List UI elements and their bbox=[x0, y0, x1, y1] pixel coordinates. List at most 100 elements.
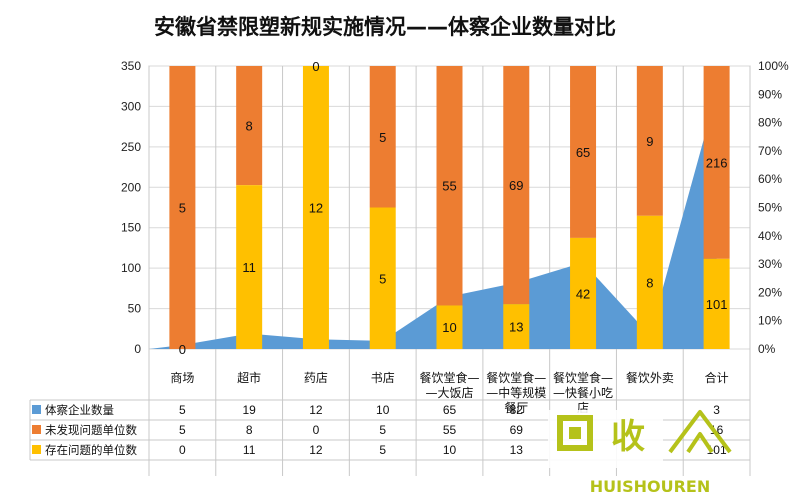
table-cell: 19 bbox=[242, 403, 256, 417]
table-cell: 5 bbox=[379, 423, 386, 437]
legend-label: 未发现问题单位数 bbox=[45, 423, 137, 437]
category-label: 商场 bbox=[170, 370, 194, 385]
table-cell: 69 bbox=[510, 423, 524, 437]
category-label: 餐饮堂食— —中等规模餐厅 bbox=[486, 370, 546, 415]
table-cell: 3 bbox=[713, 403, 720, 417]
y-right-tick-label: 50% bbox=[758, 201, 782, 215]
bar-series bbox=[169, 66, 730, 349]
y-right-tick-label: 100% bbox=[758, 59, 789, 73]
y-left-tick-label: 0 bbox=[134, 342, 141, 356]
watermark-logo: 收 HUISHOUREN bbox=[548, 410, 732, 496]
bar-no-issue bbox=[570, 66, 597, 238]
y-right-tick-label: 60% bbox=[758, 172, 782, 186]
category-label: 餐饮堂食— —快餐小吃店 bbox=[553, 370, 613, 415]
data-label-no-issue: 55 bbox=[442, 179, 456, 194]
area-series bbox=[149, 92, 717, 349]
bar-no-issue bbox=[636, 66, 663, 216]
data-label-no-issue: 8 bbox=[246, 119, 253, 134]
watermark-recycle-arrow bbox=[668, 410, 732, 454]
legend-label: 体察企业数量 bbox=[45, 403, 114, 417]
bar-no-issue bbox=[369, 66, 396, 208]
data-label-with-issue: 42 bbox=[576, 286, 590, 301]
area-series-shape bbox=[149, 92, 717, 349]
data-label-no-issue: 5 bbox=[179, 201, 186, 216]
data-label-with-issue: 5 bbox=[379, 271, 386, 286]
data-label-with-issue: 10 bbox=[442, 320, 456, 335]
data-label-no-issue: 65 bbox=[576, 145, 590, 160]
table-cell: 5 bbox=[379, 443, 386, 457]
bar-no-issue bbox=[703, 66, 730, 259]
table-cell: 55 bbox=[443, 423, 457, 437]
data-label-with-issue: 12 bbox=[309, 201, 323, 216]
bar-with-issue bbox=[703, 258, 730, 349]
table-cell: 5 bbox=[179, 403, 186, 417]
watermark-glyph-hui-inner bbox=[569, 427, 581, 439]
bar-no-issue bbox=[503, 66, 530, 305]
bar-with-issue bbox=[503, 304, 530, 349]
y-left-tick-label: 300 bbox=[121, 99, 141, 113]
y-left-tick-label: 200 bbox=[121, 180, 141, 194]
y-right-tick-label: 30% bbox=[758, 257, 782, 271]
bar-with-issue bbox=[302, 66, 329, 349]
y-left-tick-label: 250 bbox=[121, 140, 141, 154]
y-left-tick-label: 100 bbox=[121, 261, 141, 275]
bar-no-issue bbox=[236, 66, 263, 186]
y-right-tick-label: 70% bbox=[758, 144, 782, 158]
table-cell: 10 bbox=[443, 443, 457, 457]
bar-no-issue bbox=[169, 66, 196, 349]
data-label-no-issue: 0 bbox=[312, 59, 319, 74]
data-label-no-issue: 69 bbox=[509, 178, 523, 193]
bar-with-issue bbox=[369, 207, 396, 349]
table-cell: 11 bbox=[243, 443, 256, 457]
legend-swatch bbox=[32, 405, 41, 414]
bar-no-issue bbox=[436, 66, 463, 306]
legend-swatch bbox=[32, 425, 41, 434]
table-cell: 12 bbox=[309, 403, 323, 417]
y-left-tick-label: 150 bbox=[121, 221, 141, 235]
y-left-tick-label: 50 bbox=[128, 302, 142, 316]
category-label: 餐饮堂食— —大饭店 bbox=[419, 370, 479, 400]
table-cell: 12 bbox=[309, 443, 323, 457]
table-cell: 65 bbox=[443, 403, 457, 417]
bar-with-issue bbox=[436, 305, 463, 349]
table-cell: 101 bbox=[707, 443, 727, 457]
watermark-caption: HUISHOUREN bbox=[590, 477, 710, 496]
y-left-tick-label: 350 bbox=[121, 59, 141, 73]
bar-with-issue bbox=[570, 237, 597, 349]
table-cell: 0 bbox=[179, 443, 186, 457]
chart-title: 安徽省禁限塑新规实施情况——体察企业数量对比 bbox=[154, 15, 616, 39]
category-label: 超市 bbox=[237, 370, 261, 385]
legend-swatch bbox=[32, 445, 41, 454]
category-label: 药店 bbox=[304, 371, 328, 385]
data-label-with-issue: 0 bbox=[179, 342, 186, 357]
data-label-no-issue: 5 bbox=[379, 130, 386, 145]
y-right-tick-label: 10% bbox=[758, 314, 782, 328]
bar-with-issue bbox=[236, 185, 263, 349]
data-label-no-issue: 216 bbox=[706, 155, 728, 170]
category-label: 合计 bbox=[705, 370, 729, 385]
table-cell: 8 bbox=[246, 423, 253, 437]
y-right-tick-label: 90% bbox=[758, 87, 782, 101]
y-right-tick-label: 20% bbox=[758, 285, 782, 299]
data-label-with-issue: 13 bbox=[509, 320, 523, 335]
y-right-tick-label: 0% bbox=[758, 342, 776, 356]
y-right-tick-label: 40% bbox=[758, 229, 782, 243]
legend-label: 存在问题的单位数 bbox=[45, 443, 137, 457]
watermark-glyph-hui bbox=[557, 415, 593, 451]
data-label-with-issue: 11 bbox=[242, 260, 256, 275]
table-cell: 13 bbox=[510, 443, 524, 457]
y-right-tick-label: 80% bbox=[758, 116, 782, 130]
axes: 0501001502002503003500%10%20%30%40%50%60… bbox=[121, 59, 789, 415]
category-label: 书店 bbox=[371, 371, 395, 385]
data-label-with-issue: 8 bbox=[646, 275, 653, 290]
table-cell: 10 bbox=[376, 403, 390, 417]
data-label-with-issue: 101 bbox=[706, 297, 728, 312]
data-label-no-issue: 9 bbox=[646, 134, 653, 149]
table-cell: 82 bbox=[510, 403, 524, 417]
table-cell: 0 bbox=[313, 423, 320, 437]
watermark-glyph-shou: 收 bbox=[611, 417, 645, 457]
category-label: 餐饮外卖 bbox=[626, 370, 674, 385]
table-cell: 5 bbox=[179, 423, 186, 437]
bar-with-issue bbox=[636, 215, 663, 349]
